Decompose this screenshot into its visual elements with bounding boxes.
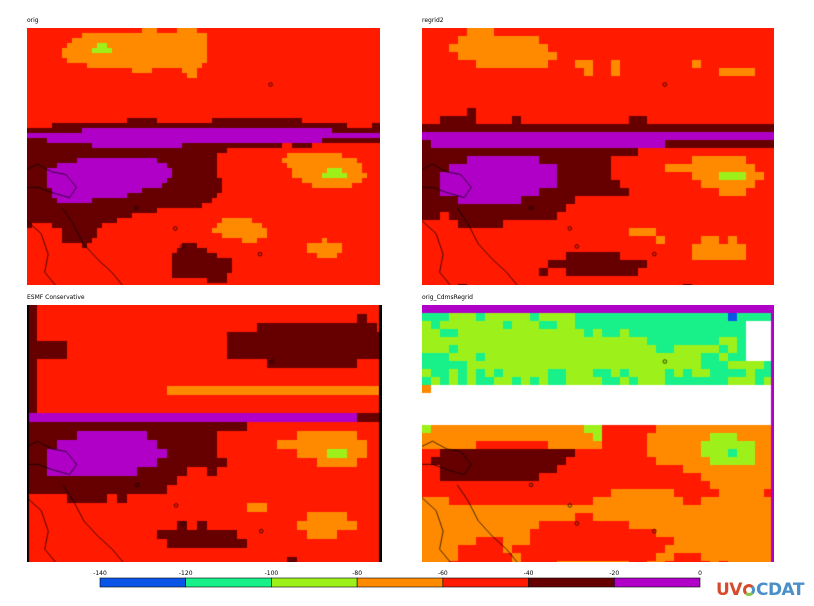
colorbar-tick-label: -60 [438,570,448,577]
colorbar-bin [271,577,358,588]
colorbar-bin [528,577,615,588]
heatmap-panel-esmf [27,305,382,562]
heatmap-panel-orig [27,28,380,285]
colorbar-tick-label: -100 [265,570,279,577]
colorbar-tick-label: -80 [352,570,362,577]
uvcdat-logo: UV CDAT [716,580,805,600]
colorbar: -140 -120 -100 -80 -60 -40 -20 0 [93,570,702,588]
panel-title-cdms: orig_CdmsRegrid [422,294,473,301]
colorbar-bin [442,577,529,588]
colorbar-tick-label: -120 [179,570,193,577]
panel-title-regrid2: regrid2 [422,17,444,24]
panel-title-esmf: ESMF Conservative [27,294,85,301]
colorbar-tick-label: 0 [698,570,702,577]
colorbar-tick-label: -20 [609,570,619,577]
panel-title-orig: orig [27,17,39,24]
colorbar-tick-label: -40 [524,570,534,577]
heatmap-panel-cdms [422,305,774,562]
logo-ring-icon [742,584,755,596]
colorbar-tick-label: -140 [93,570,107,577]
colorbar-bin [99,577,187,588]
heatmap-panel-regrid2 [422,28,774,285]
colorbar-bin [613,577,701,588]
colorbar-bin [185,577,272,588]
colorbar-bin [356,577,444,588]
